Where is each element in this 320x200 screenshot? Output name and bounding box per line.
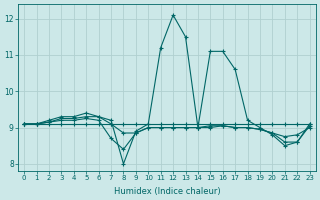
X-axis label: Humidex (Indice chaleur): Humidex (Indice chaleur) xyxy=(114,187,220,196)
